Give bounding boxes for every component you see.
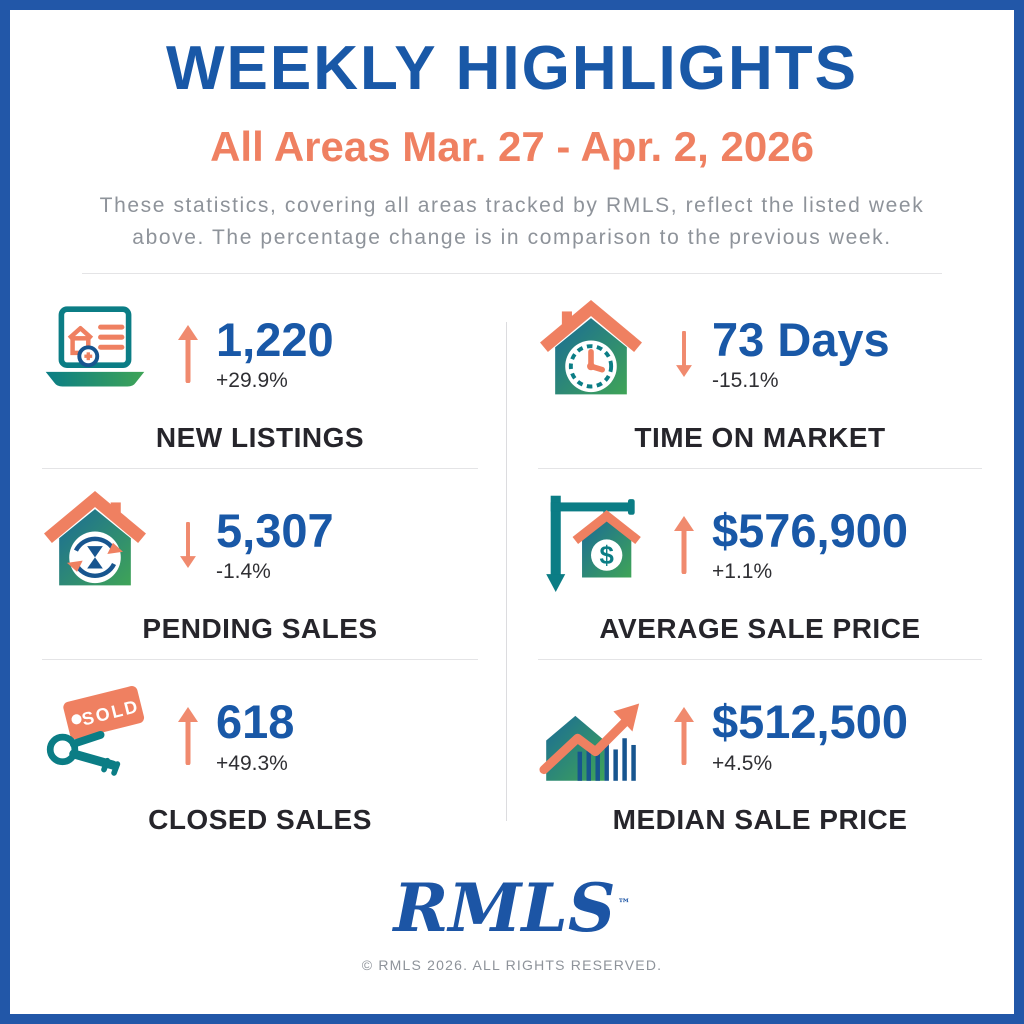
stat-tile-median-sale-price: $512,500 +4.5% MEDIAN SALE PRICE xyxy=(532,660,988,850)
stat-label: CLOSED SALES xyxy=(148,804,372,836)
copyright-text: © RMLS 2026. ALL RIGHTS RESERVED. xyxy=(361,956,663,973)
stats-grid: 1,220 +29.9% NEW LISTINGS xyxy=(36,278,988,851)
stat-tile-average-sale-price: $ $576,900 +1.1% AVERAGE SALE PRICE xyxy=(532,469,988,659)
description-line-1: These statistics, covering all areas tra… xyxy=(99,194,925,217)
stat-figures: $512,500 +4.5% xyxy=(712,697,908,775)
rmls-logo: RMLS ™ xyxy=(394,875,631,941)
row-divider xyxy=(538,659,982,661)
stat-change: +1.1% xyxy=(712,560,773,584)
vertical-divider xyxy=(506,322,507,821)
date-range-subtitle: All Areas Mar. 27 - Apr. 2, 2026 xyxy=(210,123,814,170)
stat-figures: 618 +49.3% xyxy=(216,697,294,775)
stat-figures: 1,220 +29.9% xyxy=(216,312,334,393)
trend-up-arrow-icon xyxy=(672,707,696,766)
right-column: 73 Days -15.1% TIME ON MARKET xyxy=(484,278,988,851)
stat-row: $512,500 +4.5% xyxy=(532,680,988,792)
stat-value: 618 xyxy=(216,695,295,749)
stat-row: 5,307 -1.4% xyxy=(36,489,484,601)
stat-tile-closed-sales: SOLD 618 +49.3% CLOSED xyxy=(36,660,484,850)
house-hourglass-icon xyxy=(36,489,154,601)
stat-change: +4.5% xyxy=(712,751,773,775)
stat-value: $512,500 xyxy=(712,695,909,749)
stat-label: NEW LISTINGS xyxy=(155,422,365,453)
yard-sign-dollar-icon: $ xyxy=(532,489,650,601)
laptop-new-listing-icon xyxy=(36,298,154,410)
left-column: 1,220 +29.9% NEW LISTINGS xyxy=(36,278,484,851)
trend-up-arrow-icon xyxy=(672,516,696,575)
stat-row: 1,220 +29.9% xyxy=(36,298,484,410)
rmls-logo-text: RMLS xyxy=(393,868,616,947)
trademark-symbol: ™ xyxy=(617,896,631,912)
stat-label: PENDING SALES xyxy=(142,613,378,645)
trend-up-arrow-icon xyxy=(176,707,200,766)
stat-label: MEDIAN SALE PRICE xyxy=(612,804,908,836)
stat-figures: 5,307 -1.4% xyxy=(216,506,334,584)
stat-value: $576,900 xyxy=(712,504,909,558)
row-divider xyxy=(42,659,478,661)
stat-value: 5,307 xyxy=(216,504,334,558)
stat-row: $ $576,900 +1.1% xyxy=(532,489,988,601)
house-clock-icon xyxy=(532,298,650,410)
stat-change: -15.1% xyxy=(712,369,779,393)
stat-label: TIME ON MARKET xyxy=(634,422,886,453)
stat-change: +29.9% xyxy=(216,369,288,393)
description-line-2: above. The percentage change is in compa… xyxy=(132,225,892,249)
stat-value: 1,220 xyxy=(216,312,334,366)
stat-change: -1.4% xyxy=(216,560,271,584)
row-divider xyxy=(42,468,478,470)
description: These statistics, covering all areas tra… xyxy=(10,190,1014,253)
trend-down-arrow-icon xyxy=(672,331,696,377)
stat-figures: 73 Days -15.1% xyxy=(712,312,890,393)
footer: RMLS ™ © RMLS 2026. ALL RIGHTS RESERVED. xyxy=(10,875,1014,973)
trend-down-arrow-icon xyxy=(176,522,200,569)
stat-tile-pending-sales: 5,307 -1.4% PENDING SALES xyxy=(36,469,484,659)
header-divider xyxy=(82,273,942,274)
page-title: WEEKLY HIGHLIGHTS xyxy=(166,34,858,103)
stat-tile-time-on-market: 73 Days -15.1% TIME ON MARKET xyxy=(532,278,988,468)
growth-chart-icon xyxy=(532,680,650,792)
stat-row: 73 Days -15.1% xyxy=(532,298,988,410)
stat-figures: $576,900 +1.1% xyxy=(712,506,908,584)
header: WEEKLY HIGHLIGHTS All Areas Mar. 27 - Ap… xyxy=(10,10,1014,274)
trend-up-arrow-icon xyxy=(176,325,200,383)
stat-row: SOLD 618 +49.3% xyxy=(36,680,484,792)
keys-sold-tag-icon: SOLD xyxy=(36,680,154,792)
svg-text:$: $ xyxy=(600,542,614,570)
stat-change: +49.3% xyxy=(216,751,288,775)
stat-tile-new-listings: 1,220 +29.9% NEW LISTINGS xyxy=(36,278,484,468)
stat-label: AVERAGE SALE PRICE xyxy=(599,613,921,645)
row-divider xyxy=(538,468,982,470)
stat-value: 73 Days xyxy=(712,312,890,366)
